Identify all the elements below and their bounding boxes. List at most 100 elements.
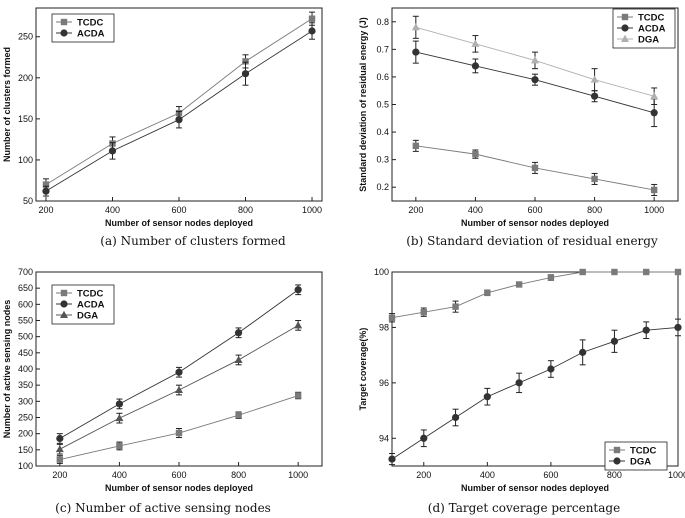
data-point (412, 48, 420, 56)
x-tick-label: 200 (408, 205, 423, 215)
y-tick-label: 96 (379, 378, 389, 388)
y-tick-label: 250 (18, 413, 33, 423)
legend-label: DGA (630, 457, 651, 468)
data-point (242, 58, 249, 65)
data-point (650, 92, 659, 100)
y-tick-label: 250 (18, 32, 33, 42)
legend-marker (613, 446, 621, 454)
x-tick-label: 1000 (644, 205, 664, 215)
data-point (308, 27, 316, 35)
y-tick-label: 0.2 (376, 182, 389, 192)
x-tick-label: 200 (416, 470, 431, 480)
data-point (420, 308, 427, 316)
data-point (531, 76, 539, 84)
data-point (483, 393, 491, 401)
chart-panel-2: 200 400 600 800 1000 0.2 0.3 0.4 0.5 0.6 0.7 0.8 Num… (358, 7, 679, 248)
legend-marker (621, 34, 629, 42)
y-tick-label: 100 (374, 267, 389, 277)
data-point (579, 348, 587, 356)
data-point (611, 268, 618, 276)
legend-label: TCDC (638, 13, 665, 24)
x-tick-label: 400 (105, 205, 120, 215)
x-tick-label: 400 (468, 205, 483, 215)
data-point (650, 186, 658, 194)
data-point (294, 392, 302, 399)
y-tick-label: 0.4 (376, 127, 389, 137)
x-tick-label: 800 (231, 470, 246, 480)
chart-panel-1: 200 400 600 800 1000 50 100 150 200 250 Number of … (2, 7, 323, 248)
legend-label: TCDC (77, 289, 104, 300)
data-point (590, 92, 599, 100)
data-point (674, 268, 682, 276)
y-tick-label: 100 (18, 461, 33, 471)
y-tick-label: 0.8 (376, 17, 389, 27)
x-axis-label: Number of sensor nodes deployed (461, 483, 609, 493)
data-point (471, 62, 480, 70)
y-tick-label: 500 (18, 332, 33, 342)
data-point (175, 368, 183, 376)
y-tick-label: 600 (18, 299, 33, 309)
data-point (547, 365, 555, 373)
y-tick-label: 400 (18, 364, 33, 374)
data-point (175, 429, 183, 437)
data-point (308, 15, 316, 22)
x-tick-label: 800 (238, 205, 253, 215)
data-point (531, 56, 539, 64)
series-acda (42, 22, 316, 197)
data-point (451, 413, 460, 422)
series-line (391, 326, 679, 460)
plot-frame (391, 271, 679, 467)
panel-caption: (b) Standard deviation of residual energ… (406, 234, 658, 248)
y-axis-label: Target coverage(%) (358, 328, 368, 411)
x-tick-label: 400 (480, 470, 495, 480)
y-tick-label: 200 (18, 73, 33, 83)
data-point (411, 23, 420, 31)
series-line (59, 395, 299, 460)
data-point (56, 434, 64, 443)
y-tick-label: 300 (18, 396, 33, 406)
series-tcdc (56, 391, 302, 464)
data-point (452, 303, 459, 310)
data-point (42, 187, 50, 195)
data-point (241, 70, 250, 78)
legend-marker (60, 289, 68, 297)
x-tick-label: 1000 (288, 470, 308, 480)
data-point (235, 412, 242, 419)
y-tick-label: 0.5 (376, 100, 389, 110)
legend-marker (60, 18, 68, 26)
legend-label: DGA (638, 35, 659, 46)
y-tick-label: 100 (18, 155, 33, 165)
data-point (234, 329, 243, 337)
data-point (115, 413, 124, 422)
data-point (388, 455, 396, 463)
data-point (412, 142, 420, 150)
series-tcdc (388, 268, 682, 323)
legend-box (604, 441, 668, 471)
legend-label: DGA (77, 311, 98, 322)
y-axis-label: Standard deviation of residual energy (J… (358, 17, 368, 192)
data-point (472, 150, 479, 158)
panel-caption: (c) Number of active sensing nodes (55, 501, 271, 515)
chart-panel-4: 200 400 600 800 1000 94 96 98 100 Number of senso… (358, 267, 685, 515)
data-point (642, 326, 650, 334)
y-tick-label: 650 (18, 283, 33, 293)
data-point (590, 75, 599, 83)
x-tick-label: 200 (38, 205, 53, 215)
data-point (56, 456, 64, 463)
data-point (515, 281, 523, 288)
data-point (234, 355, 243, 363)
x-axis-label: Number of sensor nodes deployed (105, 218, 253, 228)
series-tcdc (412, 139, 658, 196)
y-axis-label: Number of active sensing nodes (2, 300, 12, 439)
y-tick-label: 0.7 (376, 44, 389, 54)
legend-box (51, 13, 115, 43)
x-axis-label: Number of sensor nodes deployed (461, 218, 609, 228)
legend-marker (60, 29, 68, 37)
x-tick-label: 600 (527, 205, 542, 215)
y-tick-label: 98 (379, 322, 389, 332)
data-point (484, 289, 491, 296)
data-point (531, 164, 539, 172)
